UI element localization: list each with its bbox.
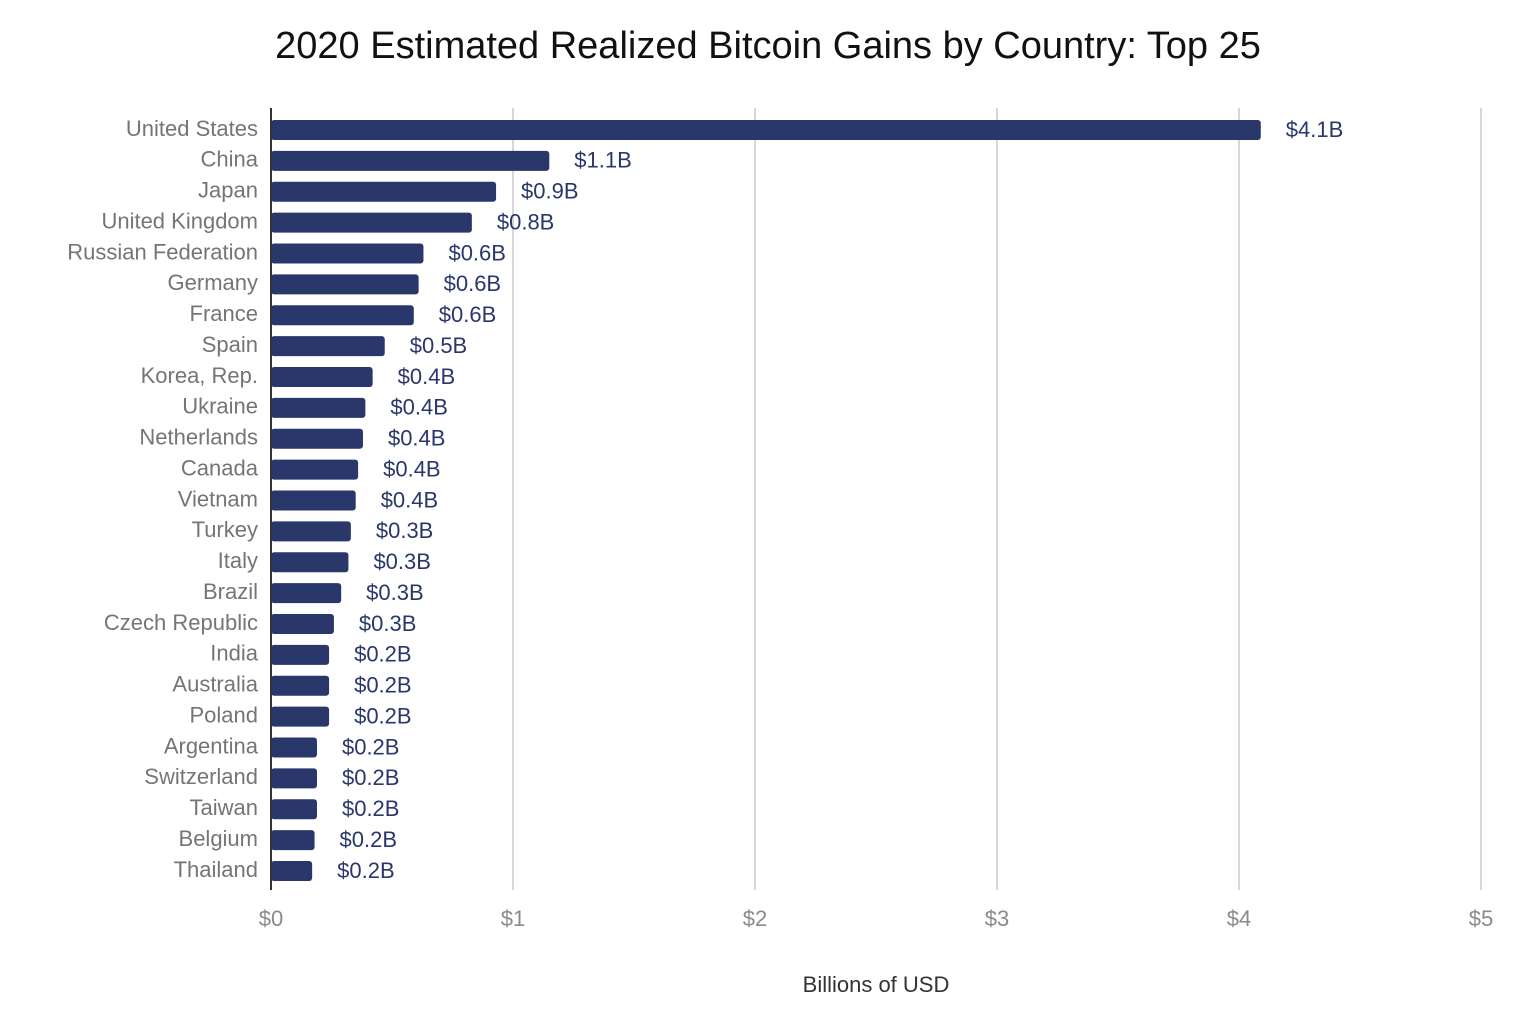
y-tick-label: Russian Federation — [67, 239, 258, 264]
x-tick-label: $1 — [501, 906, 525, 931]
y-tick-label: Korea, Rep. — [141, 363, 258, 388]
bar — [271, 737, 317, 758]
y-tick-label: Brazil — [203, 579, 258, 604]
bar — [271, 490, 356, 511]
bar — [271, 830, 315, 851]
value-label: $0.3B — [366, 580, 424, 605]
value-label: $0.2B — [354, 673, 412, 698]
bar — [271, 120, 1261, 140]
bar — [271, 799, 317, 820]
y-tick-label: Turkey — [192, 517, 258, 542]
value-label: $0.6B — [444, 271, 502, 296]
bar — [271, 367, 373, 387]
value-label: $0.2B — [342, 734, 400, 759]
x-tick-label: $5 — [1469, 906, 1493, 931]
value-label: $0.3B — [376, 518, 434, 543]
y-tick-label: Spain — [202, 332, 258, 357]
y-tick-label: Canada — [181, 455, 259, 480]
value-label: $0.2B — [337, 858, 395, 883]
bar — [271, 675, 330, 696]
bar — [271, 397, 366, 418]
value-label: $0.5B — [410, 333, 468, 358]
y-tick-label: Argentina — [164, 733, 259, 758]
value-label: $0.2B — [342, 796, 400, 821]
y-tick-label: Thailand — [174, 857, 258, 882]
value-label: $0.2B — [354, 642, 412, 667]
bar — [271, 768, 317, 789]
y-tick-label: Switzerland — [144, 764, 258, 789]
value-label: $0.3B — [373, 549, 431, 574]
chart-title: 2020 Estimated Realized Bitcoin Gains by… — [275, 25, 1261, 67]
bar — [271, 428, 363, 449]
bar — [271, 274, 419, 295]
value-label: $0.6B — [448, 240, 506, 265]
bar — [271, 212, 472, 233]
y-tick-label: United Kingdom — [101, 208, 258, 233]
bar — [271, 150, 550, 171]
bar — [271, 552, 349, 573]
bar — [271, 644, 330, 665]
bar — [271, 459, 359, 480]
bar — [271, 583, 342, 604]
y-tick-label: Italy — [218, 548, 258, 573]
y-tick-label: China — [201, 147, 259, 172]
y-tick-label: Czech Republic — [104, 610, 258, 635]
bar — [271, 305, 414, 326]
x-tick-label: $0 — [259, 906, 283, 931]
bar — [271, 336, 385, 357]
x-axis-title: Billions of USD — [803, 972, 950, 997]
y-tick-label: United States — [126, 116, 258, 141]
x-tick-label: $4 — [1227, 906, 1251, 931]
bar — [271, 181, 497, 202]
value-label: $0.4B — [390, 395, 448, 420]
y-tick-label: Germany — [168, 270, 258, 295]
y-tick-label: France — [190, 301, 258, 326]
value-label: $0.4B — [383, 456, 441, 481]
value-label: $0.4B — [388, 426, 446, 451]
y-tick-label: Poland — [189, 702, 258, 727]
value-label: $0.2B — [354, 703, 412, 728]
value-label: $0.2B — [340, 827, 398, 852]
value-label: $0.3B — [359, 611, 417, 636]
y-tick-label: Australia — [172, 672, 258, 697]
bar — [271, 706, 330, 727]
value-label: $0.4B — [381, 487, 439, 512]
bar — [271, 614, 334, 634]
y-tick-label: Vietnam — [178, 486, 258, 511]
bar — [271, 521, 351, 542]
y-tick-label: Netherlands — [139, 425, 258, 450]
value-label: $0.8B — [497, 209, 555, 234]
y-tick-label: India — [210, 641, 258, 666]
y-tick-label: Belgium — [179, 826, 258, 851]
value-label: $0.2B — [342, 765, 400, 790]
x-tick-label: $2 — [743, 906, 767, 931]
value-label: $0.4B — [398, 364, 456, 389]
value-label: $4.1B — [1286, 117, 1344, 142]
value-label: $1.1B — [574, 148, 632, 173]
x-tick-label: $3 — [985, 906, 1009, 931]
y-tick-label: Ukraine — [182, 394, 258, 419]
value-label: $0.6B — [439, 302, 497, 327]
y-tick-label: Taiwan — [190, 795, 258, 820]
value-label: $0.9B — [521, 179, 579, 204]
bar — [271, 861, 313, 881]
bar — [271, 243, 424, 264]
y-tick-label: Japan — [198, 178, 258, 203]
